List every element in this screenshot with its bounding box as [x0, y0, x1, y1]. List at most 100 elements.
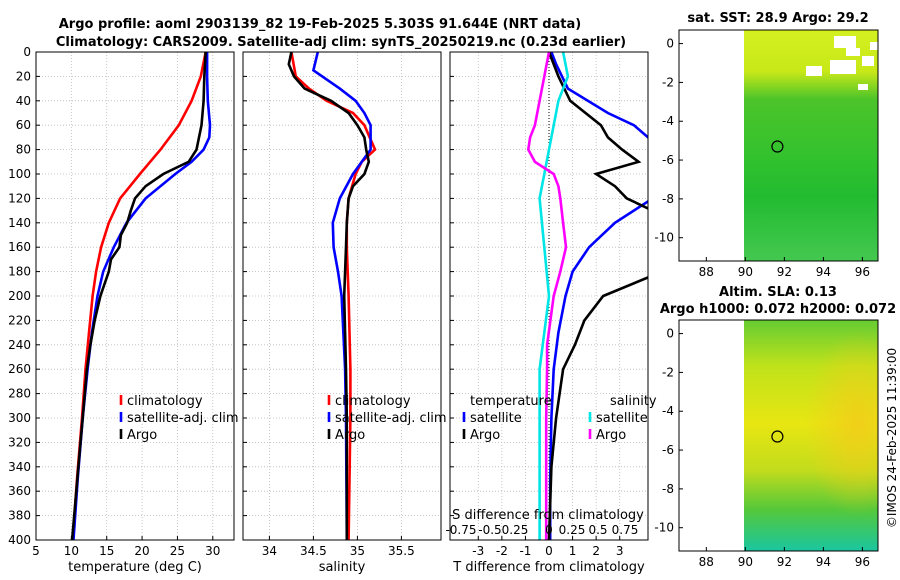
y-tick-label: 140 — [8, 216, 31, 230]
x-tick-label: 34 — [262, 544, 277, 558]
map-y-tick-label: -4 — [662, 404, 674, 418]
figure-title-line2: Climatology: CARS2009. Satellite-adj cli… — [56, 35, 626, 50]
map-y-tick-label: 0 — [666, 37, 674, 51]
sst-map-frame — [678, 29, 879, 262]
x2-tick-label: -0.75 — [445, 523, 476, 537]
map-y-tick-label: -8 — [662, 482, 674, 496]
x-tick-label: 5 — [32, 544, 40, 558]
series-line-s-satellite — [538, 52, 570, 540]
imos-timestamp: ©IMOS 24-Feb-2025 11:39:00 — [885, 348, 899, 528]
x-tick-label: 10 — [64, 544, 79, 558]
legend-label: Argo — [596, 428, 626, 443]
y-tick-label: 240 — [8, 338, 31, 352]
profile-panel-temperature: 5 10 15 20 25 3002040608010012014016018020022… — [8, 45, 239, 575]
x-tick-label: 30 — [205, 544, 220, 558]
map-y-tick-label: -10 — [654, 231, 674, 245]
y-tick-label: 100 — [8, 167, 31, 181]
map-y-tick-label: -4 — [662, 114, 674, 128]
y-tick-label: 320 — [8, 435, 31, 449]
x-tick-label: -2 — [496, 544, 508, 558]
map-y-tick-label: -10 — [654, 521, 674, 535]
sla-map-frame — [678, 319, 879, 552]
x2-tick-label: 0.5 — [588, 523, 607, 537]
x2-tick-label: 0.25 — [502, 523, 529, 537]
series-line-s-argo — [526, 52, 568, 540]
map-y-tick-label: -6 — [662, 443, 674, 457]
series-line-t-satellite — [548, 52, 648, 540]
x-tick-label: 1 — [569, 544, 577, 558]
map-x-tick-label: 88 — [699, 265, 714, 279]
x-tick-label: 2 — [592, 544, 600, 558]
y-tick-label: 180 — [8, 265, 31, 279]
map-y-tick-label: 0 — [666, 327, 674, 341]
x-tick-label: 0 — [545, 544, 553, 558]
profile-panel-difference: -3 -2 -1 0 1 2 3 T difference from climatology t… — [445, 51, 657, 575]
y-tick-label: 340 — [8, 460, 31, 474]
series-line-t-argo — [547, 52, 648, 540]
y-tick-label: 220 — [8, 313, 31, 327]
map-x-tick-label: 90 — [738, 555, 753, 569]
sla-map-anomaly-high — [744, 320, 878, 551]
legend-label: Argo — [470, 428, 500, 443]
x-axis-label: T difference from climatology — [452, 560, 645, 575]
map-x-tick-label: 92 — [777, 265, 792, 279]
x-axis-label: temperature (deg C) — [68, 560, 202, 575]
y-tick-label: 260 — [8, 362, 31, 376]
x-tick-label: 25 — [170, 544, 185, 558]
y-tick-label: 0 — [23, 45, 31, 59]
map-x-tick-label: 94 — [816, 555, 831, 569]
y-tick-label: 40 — [16, 94, 31, 108]
y-tick-label: 300 — [8, 411, 31, 425]
legend-title-temperature: temperature — [470, 394, 552, 409]
y-tick-label: 20 — [16, 69, 31, 83]
map-x-tick-label: 90 — [738, 265, 753, 279]
series-line-climatology — [71, 52, 207, 540]
x-tick-label: 15 — [99, 544, 114, 558]
y-tick-label: 200 — [8, 289, 31, 303]
y-tick-label: 80 — [16, 143, 31, 157]
map-x-tick-label: 88 — [699, 555, 714, 569]
legend-label: Argo — [127, 428, 157, 443]
y-tick-label: 380 — [8, 509, 31, 523]
series-line-satellite-adj-clim — [311, 52, 372, 540]
x-tick-label: 3 — [616, 544, 624, 558]
y-tick-label: 160 — [8, 240, 31, 254]
map-x-tick-label: 92 — [777, 555, 792, 569]
sla-map-title-line2: Argo h1000: 0.072 h2000: 0.072 — [660, 302, 896, 317]
map-x-tick-label: 94 — [816, 265, 831, 279]
series-line-argo — [70, 52, 207, 540]
x-tick-label: 35 — [350, 544, 365, 558]
argo-location-marker — [771, 430, 784, 443]
x-axis-label: salinity — [319, 560, 366, 575]
x2-tick-label: 0 — [545, 523, 553, 537]
y-tick-label: 60 — [16, 118, 31, 132]
y-tick-label: 400 — [8, 533, 31, 547]
map-y-tick-label: -2 — [662, 365, 674, 379]
map-y-tick-label: -8 — [662, 192, 674, 206]
y-tick-label: 360 — [8, 484, 31, 498]
legend-label: satellite — [596, 411, 648, 426]
legend-label: satellite-adj. clim — [335, 411, 447, 426]
sst-map: sat. SST: 28.9 Argo: 29.2 88 90 92 94 96 0 -2 -… — [654, 11, 879, 279]
x-tick-label: -1 — [519, 544, 531, 558]
legend-label: Argo — [335, 428, 365, 443]
x2-tick-label: 0.25 — [559, 523, 586, 537]
sla-map: Altim. SLA: 0.13 Argo h1000: 0.072 h2000… — [654, 285, 896, 569]
map-y-tick-label: -2 — [662, 75, 674, 89]
x-tick-label: -3 — [472, 544, 484, 558]
x-axis-label-secondary: S difference from climatology — [452, 508, 644, 523]
figure-title-line1: Argo profile: aoml 2903139_82 19-Feb-202… — [59, 17, 581, 32]
x-tick-label: 20 — [134, 544, 149, 558]
legend-title-salinity: salinity — [610, 394, 657, 409]
y-tick-label: 120 — [8, 191, 31, 205]
series-line-argo — [287, 52, 371, 540]
map-x-tick-label: 96 — [855, 265, 870, 279]
x2-tick-label: 0.75 — [612, 523, 639, 537]
legend-label: climatology — [127, 394, 203, 409]
sst-map-field — [744, 30, 878, 261]
y-tick-label: 280 — [8, 387, 31, 401]
legend-label: satellite — [470, 411, 522, 426]
legend-label: climatology — [335, 394, 411, 409]
argo-location-marker — [771, 140, 784, 153]
